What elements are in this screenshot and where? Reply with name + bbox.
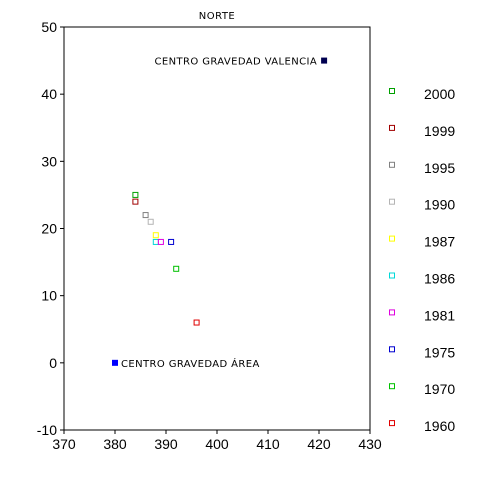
y-tick-label: -10 bbox=[37, 422, 57, 438]
point-1981 bbox=[157, 238, 164, 245]
legend-label-2000: 2000 bbox=[424, 86, 455, 102]
legend-label-1995: 1995 bbox=[424, 160, 455, 176]
legend: 2000 1999 1995 1990 1987 1986 1981 1975 1970 1960 bbox=[389, 86, 455, 434]
y-tick-label: 40 bbox=[41, 86, 57, 102]
point-2000 bbox=[132, 191, 139, 198]
data-points bbox=[132, 191, 200, 326]
point-1970 bbox=[173, 265, 180, 272]
x-tick-label: 400 bbox=[205, 436, 229, 452]
point-1990 bbox=[147, 218, 154, 225]
x-axis: 370 380 390 400 410 420 430 bbox=[52, 430, 382, 452]
legend-marker-1970 bbox=[389, 383, 395, 390]
x-tick-label: 420 bbox=[307, 436, 331, 452]
legend-marker-1981 bbox=[389, 309, 395, 316]
x-tick-label: 380 bbox=[103, 436, 127, 452]
point-1999 bbox=[132, 198, 139, 205]
annotation-point-1 bbox=[112, 359, 118, 366]
point-1995 bbox=[142, 212, 149, 219]
y-tick-label: 10 bbox=[41, 288, 57, 304]
legend-label-1990: 1990 bbox=[424, 197, 455, 213]
x-tick-label: 390 bbox=[154, 436, 178, 452]
x-tick-label: 430 bbox=[358, 436, 382, 452]
x-tick-label: 370 bbox=[52, 436, 76, 452]
chart-title: NORTE bbox=[199, 11, 236, 22]
annotation-label-1: CENTRO GRAVEDAD ÁREA bbox=[121, 357, 260, 370]
legend-marker-2000 bbox=[389, 88, 395, 94]
point-1986 bbox=[152, 238, 159, 245]
y-tick-label: 0 bbox=[49, 355, 57, 371]
legend-label-1986: 1986 bbox=[424, 271, 455, 287]
annotation-point-0 bbox=[321, 57, 328, 64]
legend-marker-1960 bbox=[389, 420, 395, 427]
legend-label-1987: 1987 bbox=[424, 234, 455, 250]
y-tick-label: 20 bbox=[41, 221, 57, 237]
x-tick-label: 410 bbox=[256, 436, 280, 452]
legend-marker-1995 bbox=[389, 161, 395, 168]
legend-label-1999: 1999 bbox=[424, 123, 455, 139]
legend-label-1981: 1981 bbox=[424, 307, 455, 323]
legend-label-1970: 1970 bbox=[424, 381, 455, 397]
annotation-label-0: CENTRO GRAVEDAD VALENCIA bbox=[155, 57, 318, 68]
y-tick-label: 50 bbox=[41, 19, 57, 35]
legend-label-1960: 1960 bbox=[424, 418, 455, 434]
point-1975 bbox=[168, 238, 175, 245]
y-axis: -10 0 10 20 30 40 50 bbox=[37, 19, 64, 438]
legend-label-1975: 1975 bbox=[424, 344, 455, 360]
point-1960 bbox=[193, 319, 200, 326]
legend-marker-1987 bbox=[389, 235, 395, 242]
point-1987 bbox=[152, 232, 159, 239]
legend-marker-1986 bbox=[389, 272, 395, 279]
y-tick-label: 30 bbox=[41, 153, 57, 169]
legend-marker-1975 bbox=[389, 346, 395, 353]
legend-marker-1999 bbox=[389, 124, 395, 131]
annotations: CENTRO GRAVEDAD VALENCIA CENTRO GRAVEDAD … bbox=[112, 57, 328, 370]
legend-marker-1990 bbox=[389, 198, 395, 205]
